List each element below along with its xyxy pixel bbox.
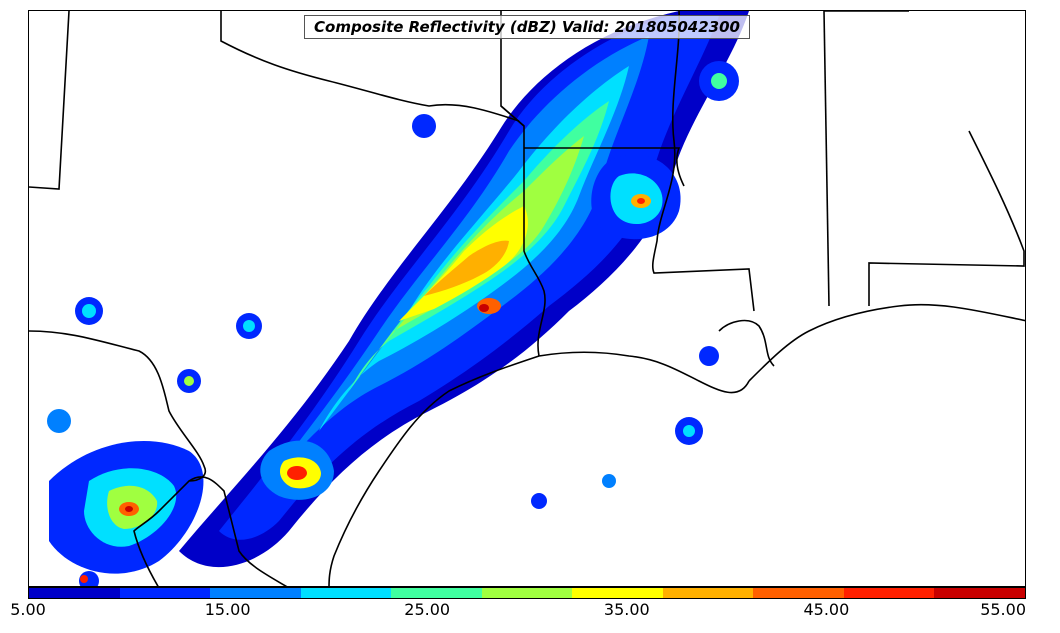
colorbar-tick-label: 55.00 bbox=[980, 600, 1026, 619]
colorbar bbox=[28, 587, 1026, 599]
colorbar-segment bbox=[662, 588, 754, 598]
colorbar-tick-label: 15.00 bbox=[204, 600, 251, 619]
colorbar-segment bbox=[210, 588, 301, 598]
colorbar-tick-label: 25.00 bbox=[404, 600, 451, 619]
colorbar-segment bbox=[119, 588, 211, 598]
boundaries bbox=[29, 11, 1025, 586]
map-panel bbox=[28, 10, 1026, 587]
colorbar-tick-label: 35.00 bbox=[603, 600, 650, 619]
colorbar-segment bbox=[300, 588, 392, 598]
radar-echoes bbox=[47, 11, 749, 586]
colorbar-tick-label: 5.00 bbox=[10, 600, 46, 619]
colorbar-segment bbox=[391, 588, 482, 598]
colorbar-segment bbox=[934, 588, 1026, 598]
colorbar-segment bbox=[572, 588, 663, 598]
colorbar-segment bbox=[481, 588, 573, 598]
map-title: Composite Reflectivity (dBZ) Valid: 2018… bbox=[304, 15, 750, 39]
colorbar-tick-label: 45.00 bbox=[803, 600, 850, 619]
reflectivity-map bbox=[29, 11, 1025, 586]
colorbar-segment bbox=[29, 588, 120, 598]
colorbar-segment bbox=[753, 588, 844, 598]
colorbar-segment bbox=[843, 588, 935, 598]
